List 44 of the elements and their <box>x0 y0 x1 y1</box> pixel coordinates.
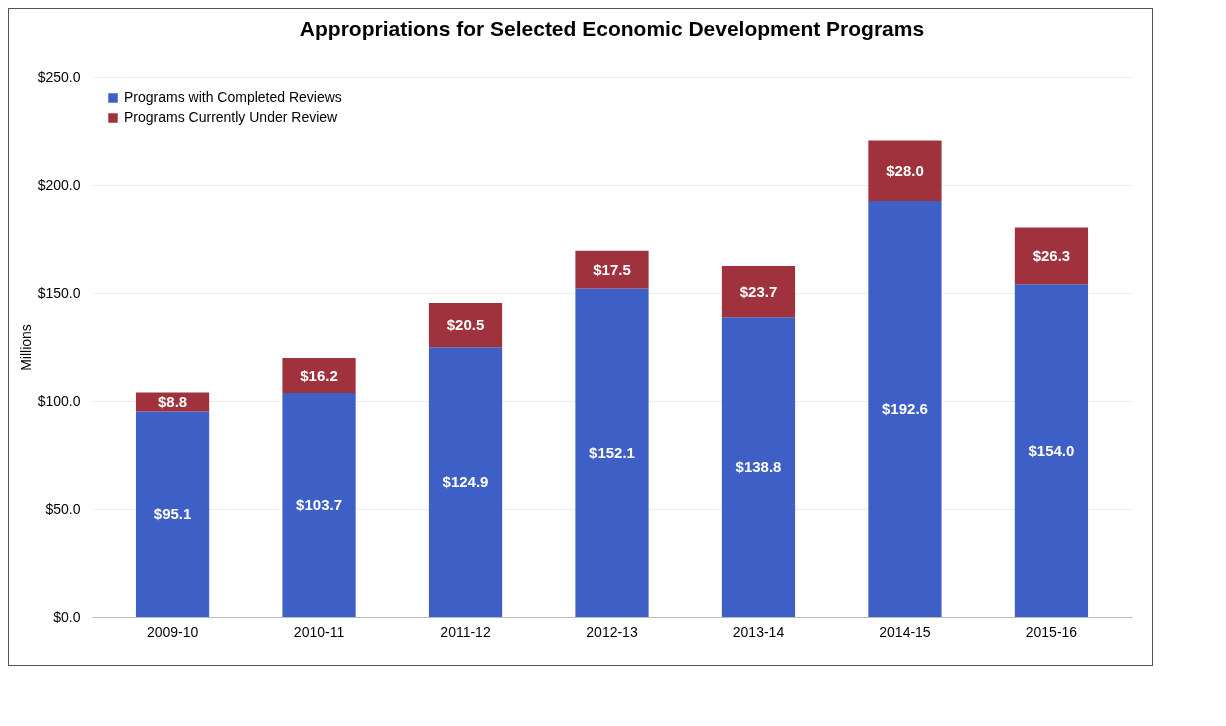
x-tick-label: 2010-11 <box>293 623 345 640</box>
bar <box>428 302 503 348</box>
x-tick-label: 2012-13 <box>586 623 638 640</box>
data-label: $138.8 <box>735 458 782 476</box>
data-label: $103.7 <box>296 496 342 513</box>
data-label: $124.9 <box>442 473 489 491</box>
y-tick-label: $0.0 <box>53 608 81 625</box>
x-tick-label: 2011-12 <box>440 623 491 640</box>
bar <box>1014 227 1089 285</box>
y-axis-title: Millions <box>17 324 34 371</box>
x-tick-label: 2015-16 <box>1025 623 1078 640</box>
bar <box>868 140 942 201</box>
bar <box>1014 284 1089 617</box>
y-tick-label: $50.0 <box>45 500 81 517</box>
y-tick-label: $200.0 <box>37 176 81 193</box>
bar <box>282 393 356 617</box>
legend-label: Programs Currently Under Review <box>124 109 339 125</box>
bar <box>282 358 356 394</box>
x-tick-label: 2009-10 <box>146 623 199 640</box>
bar <box>868 200 942 617</box>
data-label: $28.0 <box>886 161 924 179</box>
bar <box>428 347 503 617</box>
data-label: $8.8 <box>157 393 188 411</box>
data-label: $154.0 <box>1028 441 1075 459</box>
data-label: $26.3 <box>1032 246 1071 264</box>
data-label: $16.2 <box>300 366 338 384</box>
data-label: $152.1 <box>589 443 635 461</box>
data-label: $192.6 <box>882 399 928 417</box>
bar <box>721 266 796 318</box>
data-label: $17.5 <box>593 260 631 278</box>
bar <box>575 250 649 289</box>
bar <box>135 411 210 617</box>
y-tick-label: $250.0 <box>37 68 81 85</box>
bar <box>575 288 649 617</box>
data-label: $20.5 <box>446 316 485 334</box>
x-tick-label: 2014-15 <box>879 623 931 640</box>
data-label: $95.1 <box>153 505 192 523</box>
chart-title: Appropriations for Selected Economic Development Programs <box>299 17 925 40</box>
y-tick-label: $150.0 <box>37 284 81 301</box>
x-tick-label: 2013-14 <box>732 623 785 640</box>
y-tick-label: $100.0 <box>37 392 81 409</box>
bar <box>721 317 796 617</box>
data-label: $23.7 <box>739 282 778 300</box>
legend-label: Programs with Completed Reviews <box>124 89 342 105</box>
